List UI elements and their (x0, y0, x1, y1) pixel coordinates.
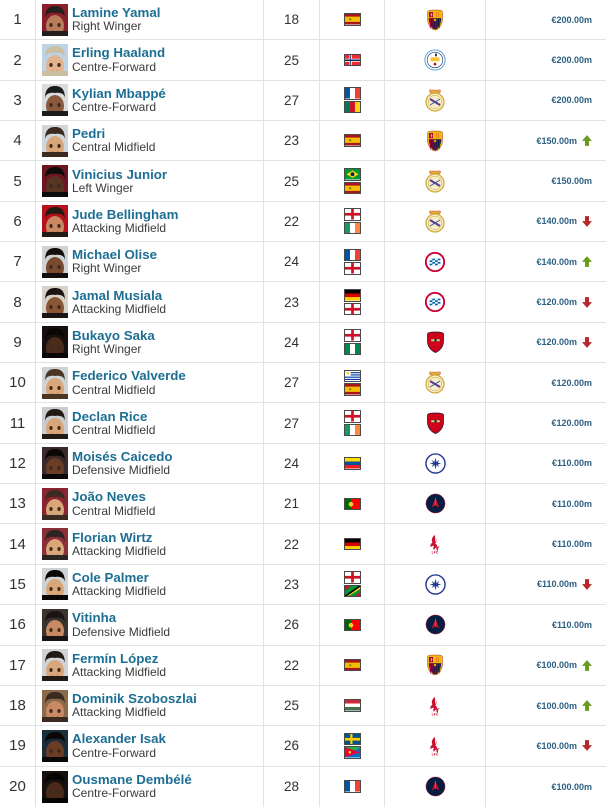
svg-text:LFC: LFC (432, 752, 439, 756)
svg-text:LFC: LFC (432, 712, 439, 716)
svg-text:LFC: LFC (432, 551, 439, 555)
